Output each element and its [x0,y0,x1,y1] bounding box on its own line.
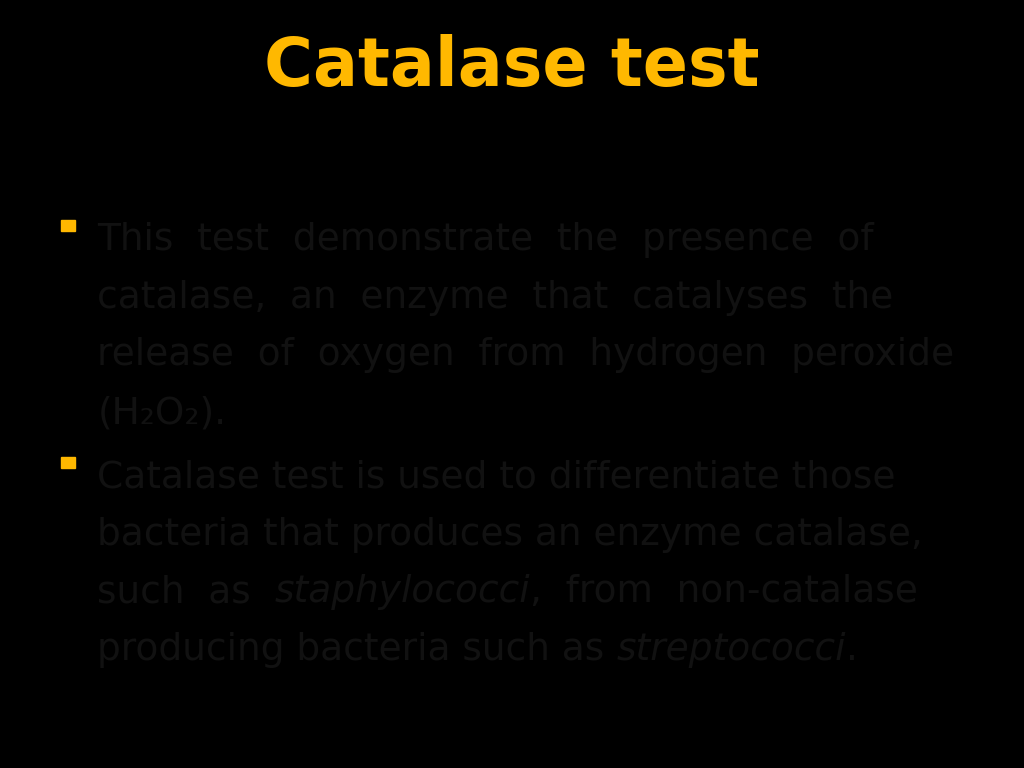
Bar [61,457,75,468]
Text: Catalase test: Catalase test [264,35,760,100]
Text: catalase,  an  enzyme  that  catalyses  the: catalase, an enzyme that catalyses the [97,280,894,316]
Text: (H₂O₂).: (H₂O₂). [97,395,226,431]
Text: This  test  demonstrate  the  presence  of: This test demonstrate the presence of [97,222,873,258]
Text: streptococci: streptococci [616,632,846,668]
Text: Catalase test is used to differentiate those: Catalase test is used to differentiate t… [97,459,896,495]
Text: producing bacteria such as: producing bacteria such as [97,632,616,668]
Text: staphylococci: staphylococci [274,574,530,611]
Bar [61,220,75,231]
Text: bacteria that produces an enzyme catalase,: bacteria that produces an enzyme catalas… [97,517,923,553]
Text: .: . [846,632,858,668]
Text: ,  from  non-catalase: , from non-catalase [530,574,919,611]
Text: such  as: such as [97,574,274,611]
Text: release  of  oxygen  from  hydrogen  peroxide: release of oxygen from hydrogen peroxide [97,337,954,373]
